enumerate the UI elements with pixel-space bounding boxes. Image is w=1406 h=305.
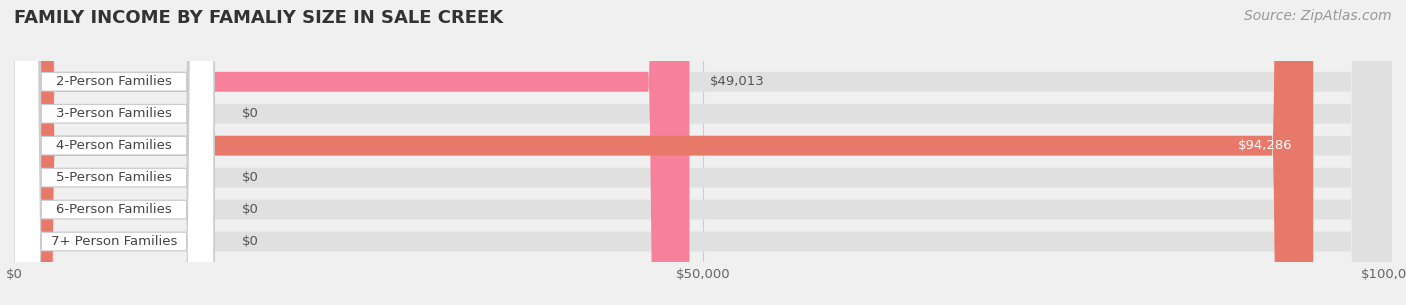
- FancyBboxPatch shape: [14, 0, 1392, 305]
- Text: Source: ZipAtlas.com: Source: ZipAtlas.com: [1244, 9, 1392, 23]
- FancyBboxPatch shape: [14, 0, 689, 305]
- FancyBboxPatch shape: [14, 0, 1392, 305]
- Text: $0: $0: [242, 107, 259, 120]
- FancyBboxPatch shape: [14, 0, 214, 305]
- FancyBboxPatch shape: [14, 0, 214, 305]
- FancyBboxPatch shape: [14, 0, 214, 305]
- Text: 7+ Person Families: 7+ Person Families: [51, 235, 177, 248]
- Text: $0: $0: [242, 235, 259, 248]
- FancyBboxPatch shape: [14, 0, 214, 305]
- Text: $49,013: $49,013: [710, 75, 765, 88]
- FancyBboxPatch shape: [14, 0, 1313, 305]
- Text: $0: $0: [242, 203, 259, 216]
- FancyBboxPatch shape: [14, 0, 214, 305]
- FancyBboxPatch shape: [14, 0, 214, 305]
- Text: $94,286: $94,286: [1237, 139, 1292, 152]
- FancyBboxPatch shape: [14, 0, 1392, 305]
- Text: 3-Person Families: 3-Person Families: [56, 107, 172, 120]
- Text: 4-Person Families: 4-Person Families: [56, 139, 172, 152]
- Text: 2-Person Families: 2-Person Families: [56, 75, 172, 88]
- FancyBboxPatch shape: [14, 0, 1392, 305]
- Text: 6-Person Families: 6-Person Families: [56, 203, 172, 216]
- Text: $0: $0: [242, 171, 259, 184]
- Text: FAMILY INCOME BY FAMALIY SIZE IN SALE CREEK: FAMILY INCOME BY FAMALIY SIZE IN SALE CR…: [14, 9, 503, 27]
- FancyBboxPatch shape: [14, 0, 1392, 305]
- FancyBboxPatch shape: [14, 0, 1392, 305]
- Text: 5-Person Families: 5-Person Families: [56, 171, 172, 184]
